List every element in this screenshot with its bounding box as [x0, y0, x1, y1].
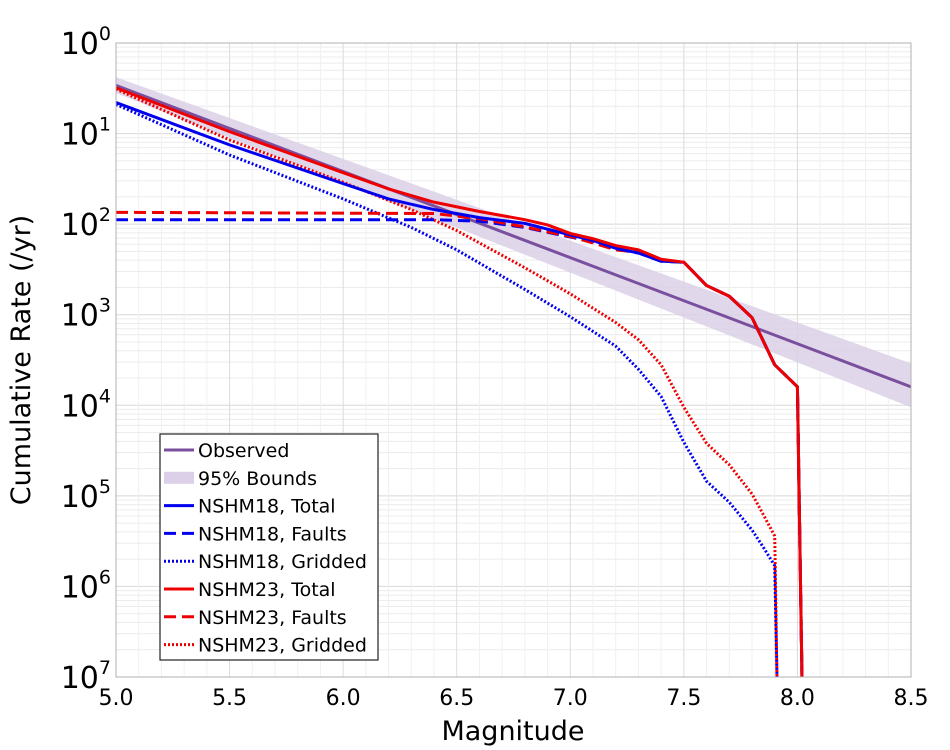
x-tick-label: 6.0 [326, 686, 361, 711]
series-line-nshm23-total [116, 86, 804, 677]
y-tick-label: 100 [61, 23, 111, 62]
legend-label-nshm23-gridded: NSHM23, Gridded [198, 635, 367, 657]
y-tick-label: 103 [61, 295, 111, 334]
bounds-layer [116, 77, 911, 408]
x-tick-label: 7.0 [553, 686, 588, 711]
y-tick-label: 105 [61, 476, 111, 515]
y-tick-label: 107 [61, 657, 111, 696]
x-tick-labels: 5.0 5.5 6.0 6.5 7.0 7.5 8.0 8.5 [99, 686, 929, 711]
legend-label-nshm18-gridded: NSHM18, Gridded [198, 551, 367, 573]
series-line-nshm18-gridded [116, 103, 779, 677]
y-tick-label: 104 [61, 385, 111, 424]
legend-label-observed: Observed [198, 440, 289, 462]
legend-label-nshm18-faults: NSHM18, Faults [198, 523, 347, 545]
x-tick-label: 7.5 [666, 686, 701, 711]
x-axis-label: Magnitude [441, 716, 584, 747]
x-tick-label: 5.0 [99, 686, 134, 711]
legend-label-95-bounds: 95% Bounds [198, 468, 317, 490]
legend-swatch-95-bounds [164, 471, 194, 484]
y-tick-label: 101 [61, 114, 111, 153]
legend: Observed 95% Bounds NSHM18, Total NSHM18, F… [159, 433, 379, 661]
bounds-band [116, 77, 911, 408]
legend-box [159, 433, 379, 661]
y-tick-labels: 100 101 102 103 104 105 106 107 [61, 23, 111, 696]
y-axis-label: Cumulative Rate (/yr) [6, 215, 37, 505]
legend-label-nshm18-total: NSHM18, Total [198, 496, 336, 518]
legend-label-nshm23-total: NSHM23, Total [198, 579, 336, 601]
x-tick-label: 8.5 [894, 686, 929, 711]
x-tick-label: 6.5 [439, 686, 474, 711]
x-tick-label: 8.0 [780, 686, 815, 711]
series-line-observed [116, 84, 911, 389]
series-line-nshm23-gridded [116, 87, 779, 677]
plot-frame [115, 42, 912, 678]
y-tick-label: 106 [61, 566, 111, 605]
legend-label-nshm23-faults: NSHM23, Faults [198, 607, 347, 629]
y-tick-label: 102 [61, 204, 111, 243]
x-tick-label: 5.5 [212, 686, 247, 711]
series-layer [116, 84, 911, 677]
